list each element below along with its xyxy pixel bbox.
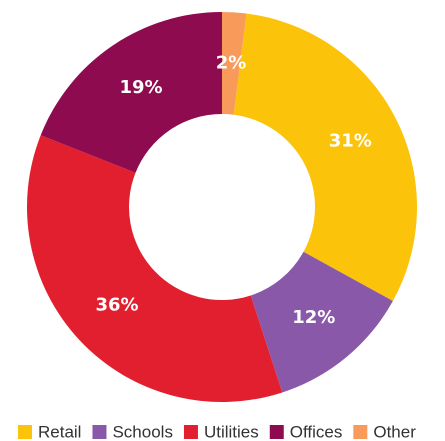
slice xyxy=(233,13,417,301)
data-label: 12% xyxy=(292,307,335,328)
data-label: 2% xyxy=(216,52,247,73)
legend-label: Retail xyxy=(38,422,81,441)
legend-swatch xyxy=(183,425,198,439)
slice xyxy=(40,12,222,173)
legend-label: Other xyxy=(373,422,416,441)
data-label: 31% xyxy=(329,131,372,152)
legend-label: Offices xyxy=(290,422,343,441)
legend-swatch xyxy=(18,425,32,439)
legend-label: Schools xyxy=(112,422,172,441)
legend-swatch xyxy=(353,425,368,439)
legend-swatch xyxy=(92,425,107,439)
legend-label: Utilities xyxy=(204,422,259,441)
slice xyxy=(222,12,247,115)
legend-swatch xyxy=(269,425,284,439)
slice xyxy=(26,135,283,403)
data-label: 36% xyxy=(95,295,138,316)
slice xyxy=(250,251,393,393)
data-label: 19% xyxy=(120,77,163,98)
